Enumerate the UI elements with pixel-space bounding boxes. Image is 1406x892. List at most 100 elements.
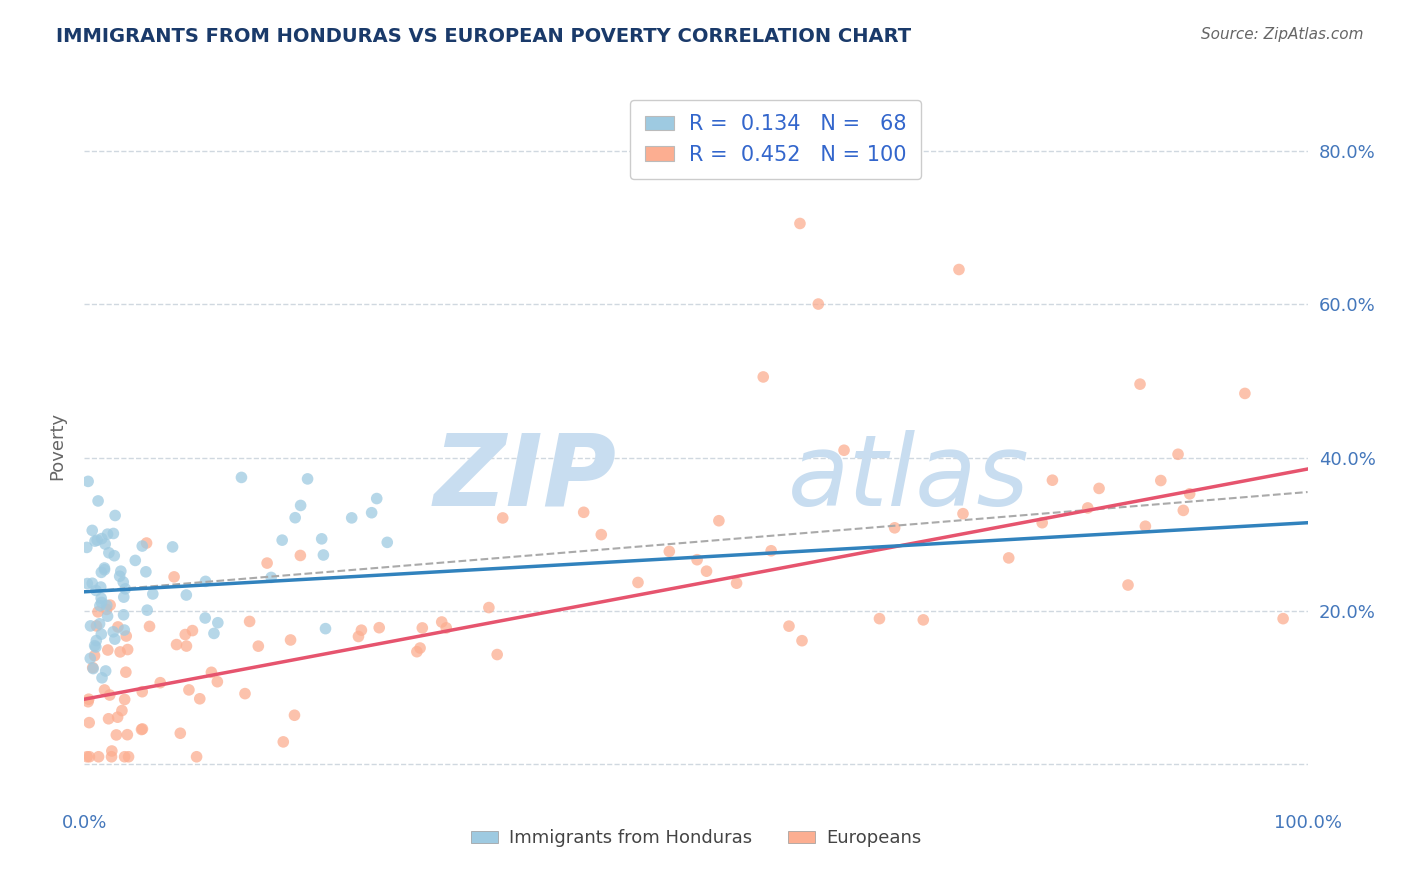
Point [572,505,595,519]
Point [789,217,811,231]
Point [411,621,433,635]
Point [200,665,222,680]
Point [1167,447,1189,461]
Point [280,632,302,647]
Point [97,546,120,560]
Point [176,588,198,602]
Point [434,621,457,635]
Point [117,642,139,657]
Point [725,576,748,591]
Point [105,728,128,742]
Point [297,472,319,486]
Point [260,570,283,584]
Point [256,556,278,570]
Point [952,507,974,521]
Point [131,722,153,736]
Point [84,633,107,648]
Point [136,603,159,617]
Point [290,549,312,563]
Text: atlas: atlas [787,430,1029,526]
Point [89,599,111,613]
Point [124,553,146,567]
Point [87,749,110,764]
Point [591,527,613,541]
Point [658,544,681,558]
Point [486,648,509,662]
Point [131,539,153,553]
Point [778,619,800,633]
Point [1042,473,1064,487]
Point [103,624,125,639]
Point [207,615,229,630]
Point [176,639,198,653]
Point [186,749,208,764]
Point [89,616,111,631]
Point [98,598,121,612]
Point [409,640,432,655]
Point [90,627,112,641]
Point [283,708,305,723]
Point [84,534,107,549]
Point [117,728,139,742]
Point [135,565,157,579]
Point [77,695,100,709]
Point [114,749,136,764]
Point [247,639,270,653]
Y-axis label: Poverty: Poverty [48,412,66,480]
Point [194,611,217,625]
Point [883,521,905,535]
Point [177,682,200,697]
Point [107,710,129,724]
Point [290,499,312,513]
Point [696,564,718,578]
Point [90,595,112,609]
Point [138,619,160,633]
Point [97,643,120,657]
Point [284,510,307,524]
Point [84,640,107,654]
Point [101,744,124,758]
Point [96,527,118,541]
Point [948,262,970,277]
Point [111,704,134,718]
Point [76,749,98,764]
Point [93,563,115,577]
Point [1178,487,1201,501]
Point [91,671,114,685]
Point [912,613,935,627]
Text: Source: ZipAtlas.com: Source: ZipAtlas.com [1201,27,1364,42]
Point [112,575,135,590]
Point [77,692,100,706]
Point [131,684,153,698]
Point [360,506,382,520]
Point [82,524,104,538]
Point [79,749,101,764]
Point [90,532,112,546]
Point [84,583,107,598]
Point [90,580,112,594]
Point [104,508,127,523]
Point [107,620,129,634]
Point [87,605,110,619]
Text: ZIP: ZIP [433,430,616,526]
Point [707,514,730,528]
Point [340,511,363,525]
Point [315,622,337,636]
Point [98,688,121,702]
Point [759,543,782,558]
Point [90,566,112,580]
Point [231,470,253,484]
Point [83,639,105,653]
Point [115,629,138,643]
Point [194,574,217,589]
Point [368,621,391,635]
Point [174,627,197,641]
Point [77,715,100,730]
Point [312,548,335,562]
Point [83,648,105,663]
Point [492,511,515,525]
Point [142,587,165,601]
Point [93,561,115,575]
Point [114,692,136,706]
Point [430,615,453,629]
